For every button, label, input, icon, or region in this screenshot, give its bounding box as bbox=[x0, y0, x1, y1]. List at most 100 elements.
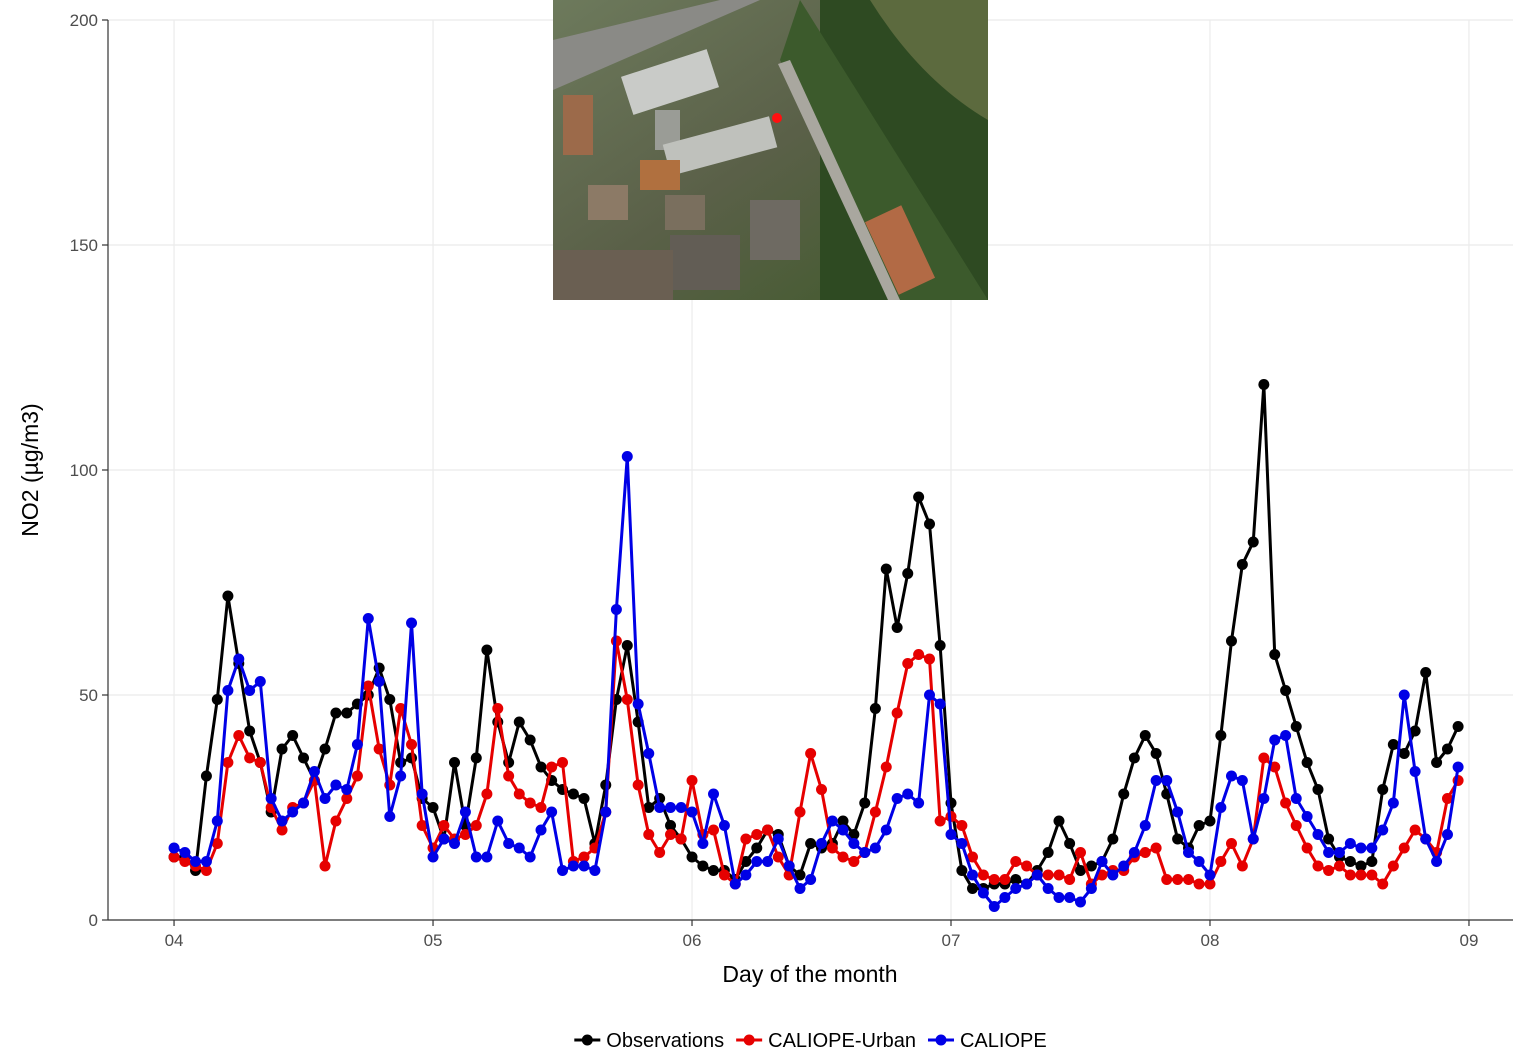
data-point bbox=[1074, 896, 1086, 908]
data-point bbox=[751, 829, 763, 840]
data-point bbox=[179, 856, 191, 867]
data-point bbox=[351, 770, 363, 782]
data-point bbox=[837, 851, 849, 863]
data-point bbox=[621, 640, 633, 651]
data-point bbox=[1280, 797, 1292, 809]
data-point bbox=[956, 820, 968, 831]
data-point bbox=[1366, 856, 1378, 867]
data-point bbox=[1409, 725, 1421, 737]
data-point bbox=[999, 892, 1011, 903]
data-point bbox=[934, 698, 946, 710]
data-point bbox=[190, 856, 202, 867]
data-point bbox=[1139, 730, 1151, 741]
data-point bbox=[869, 703, 881, 714]
data-point bbox=[1366, 869, 1378, 881]
data-point bbox=[1215, 856, 1227, 867]
data-point bbox=[330, 779, 342, 791]
x-axis-title: Day of the month bbox=[722, 961, 897, 987]
data-point bbox=[675, 802, 687, 813]
data-point bbox=[535, 824, 547, 836]
data-point bbox=[621, 451, 633, 462]
data-point bbox=[200, 770, 212, 782]
data-point bbox=[513, 788, 525, 800]
y-tick-label: 50 bbox=[79, 686, 98, 705]
data-point bbox=[503, 838, 515, 849]
data-point bbox=[1182, 874, 1194, 885]
data-point bbox=[319, 860, 331, 872]
data-point bbox=[546, 761, 558, 773]
data-point bbox=[762, 824, 774, 836]
data-point bbox=[869, 842, 881, 854]
data-point bbox=[341, 784, 353, 795]
data-point bbox=[1193, 878, 1205, 890]
data-point bbox=[351, 739, 363, 750]
x-tick-label: 09 bbox=[1460, 931, 1479, 950]
data-point bbox=[902, 788, 914, 800]
data-point bbox=[524, 734, 536, 746]
data-point bbox=[1420, 833, 1432, 845]
data-point bbox=[859, 797, 871, 809]
data-point bbox=[697, 860, 709, 872]
data-point bbox=[816, 784, 828, 795]
data-point bbox=[330, 707, 342, 719]
aerial-image bbox=[553, 0, 988, 300]
data-point bbox=[913, 649, 925, 660]
data-point bbox=[168, 842, 180, 854]
data-point bbox=[966, 851, 978, 863]
data-point bbox=[1085, 883, 1097, 894]
data-point bbox=[1377, 878, 1389, 890]
data-point bbox=[416, 820, 428, 831]
data-point bbox=[1377, 784, 1389, 795]
data-point bbox=[1010, 874, 1022, 885]
data-point bbox=[729, 878, 741, 890]
data-point bbox=[287, 806, 299, 818]
data-point bbox=[578, 851, 590, 863]
data-point bbox=[772, 851, 784, 863]
data-point bbox=[880, 563, 892, 575]
data-point bbox=[362, 680, 374, 692]
data-point bbox=[200, 856, 212, 867]
data-point bbox=[1139, 820, 1151, 831]
data-point bbox=[1377, 824, 1389, 836]
data-point bbox=[837, 824, 849, 836]
data-point bbox=[524, 851, 536, 863]
data-point bbox=[1333, 847, 1345, 858]
data-point bbox=[1441, 829, 1453, 840]
data-point bbox=[1225, 838, 1237, 849]
legend: Observations CALIOPE-Urban CALIOPE bbox=[574, 1030, 1047, 1052]
data-point bbox=[1323, 833, 1335, 845]
data-point bbox=[762, 856, 774, 867]
data-point bbox=[1172, 874, 1184, 885]
data-point bbox=[1269, 649, 1281, 660]
data-point bbox=[1409, 824, 1421, 836]
data-point bbox=[1312, 784, 1324, 795]
data-point bbox=[848, 838, 860, 849]
data-point bbox=[535, 802, 547, 813]
data-point bbox=[1064, 874, 1076, 885]
data-point bbox=[481, 788, 493, 800]
data-point bbox=[373, 676, 385, 687]
data-point bbox=[406, 617, 418, 629]
data-point bbox=[1247, 833, 1259, 845]
data-point bbox=[665, 802, 677, 813]
data-point bbox=[934, 640, 946, 651]
data-point bbox=[1366, 842, 1378, 854]
legend-label: Observations bbox=[606, 1030, 724, 1051]
data-point bbox=[459, 806, 471, 818]
data-point bbox=[772, 833, 784, 845]
data-point bbox=[481, 644, 493, 656]
data-point bbox=[1398, 842, 1410, 854]
data-point bbox=[1236, 559, 1248, 570]
data-point bbox=[1301, 811, 1313, 822]
data-point bbox=[654, 802, 666, 813]
data-point bbox=[416, 788, 428, 800]
data-point bbox=[244, 725, 256, 737]
legend-item: Observations bbox=[574, 1030, 724, 1052]
data-point bbox=[513, 842, 525, 854]
legend-swatch-point bbox=[935, 1034, 947, 1046]
data-point bbox=[805, 874, 817, 885]
x-tick-label: 04 bbox=[165, 931, 184, 950]
data-point bbox=[891, 622, 903, 633]
data-point bbox=[621, 694, 633, 705]
data-point bbox=[1409, 766, 1421, 777]
